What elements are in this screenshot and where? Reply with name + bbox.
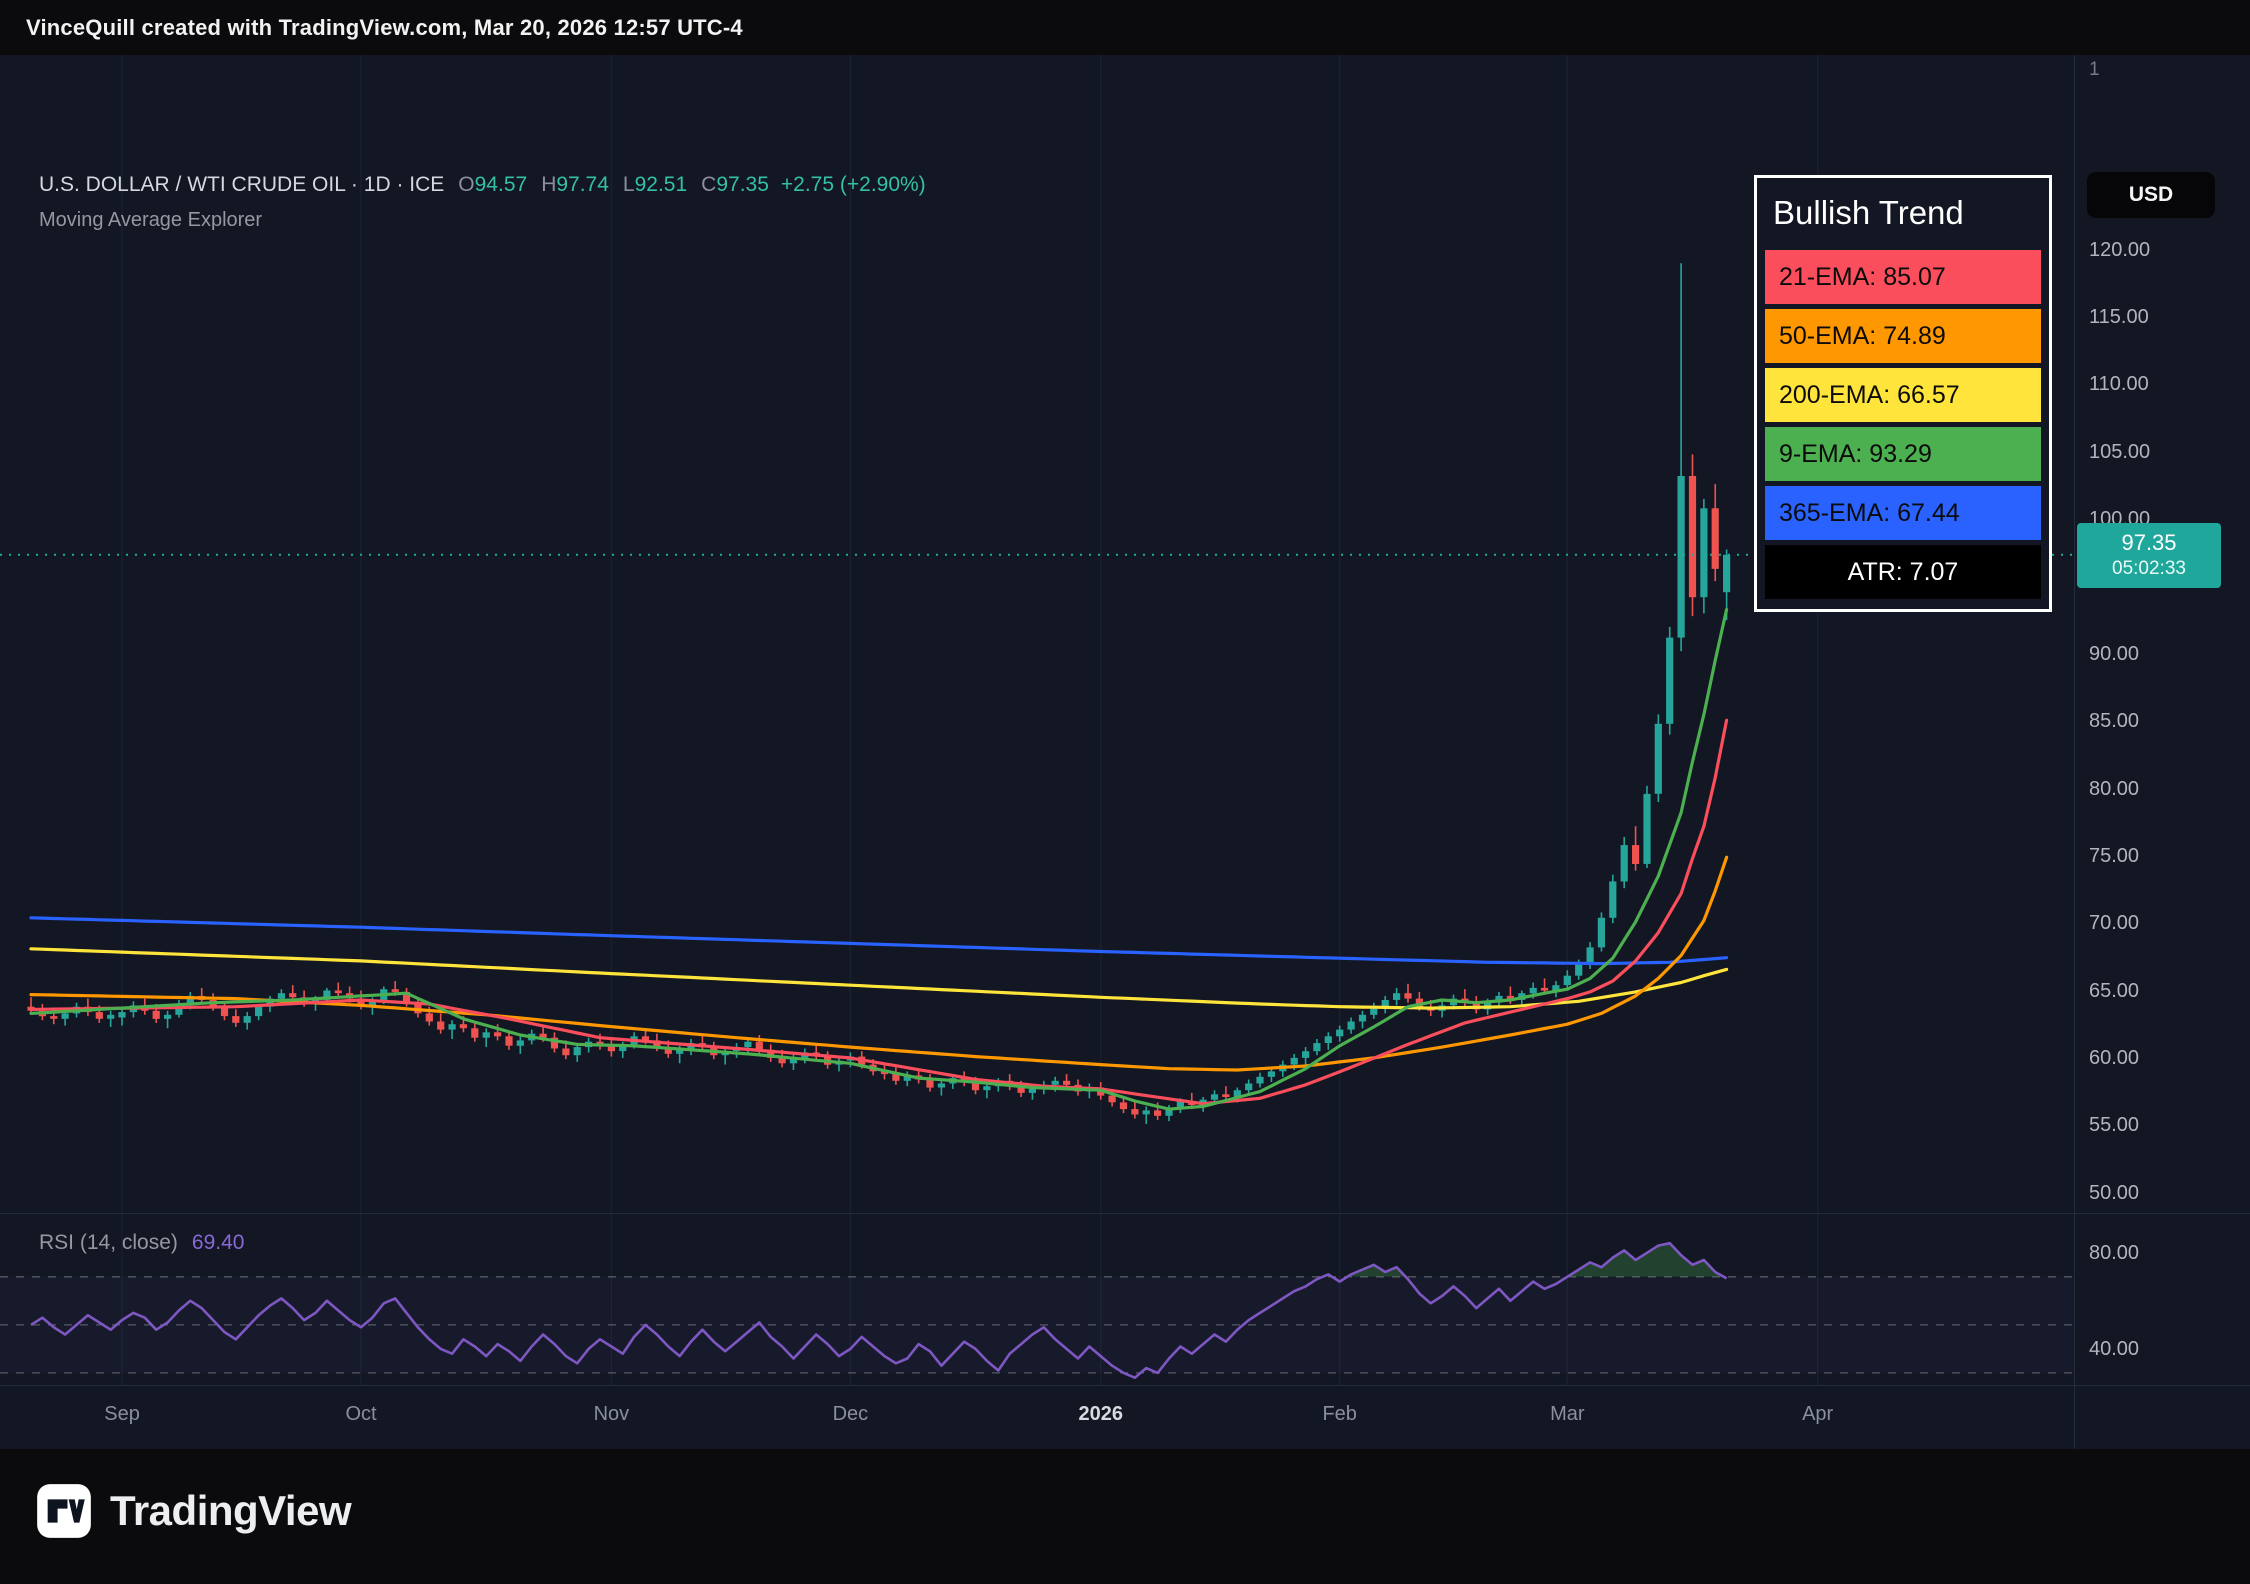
price-tick: 110.00 xyxy=(2089,373,2149,396)
legend-row-365ema: 365-EMA: 67.44 xyxy=(1765,486,2041,540)
chart-widget[interactable]: U.S. DOLLAR / WTI CRUDE OIL · 1D · ICE O9… xyxy=(0,55,2250,1449)
tradingview-logo[interactable]: TradingView xyxy=(36,1483,352,1539)
rsi-value: 69.40 xyxy=(191,1231,245,1254)
last-price-badge: 97.35 05:02:33 xyxy=(2077,522,2221,588)
price-tick: 115.00 xyxy=(2089,306,2149,329)
last-price: 97.35 xyxy=(2121,529,2177,555)
price-axis[interactable]: 1 USD 120.00 115.00 110.00 105.00 100.00 90.0… xyxy=(2074,55,2250,1449)
price-tick: 65.00 xyxy=(2089,979,2140,1002)
time-tick-dec: Dec xyxy=(832,1403,869,1425)
trend-status-label: Bullish Trend xyxy=(1773,194,1964,231)
bar-countdown: 05:02:33 xyxy=(2112,557,2186,579)
low-value: 92.51 xyxy=(634,173,688,196)
rsi-tick: 80.00 xyxy=(2089,1241,2140,1264)
rsi-pane[interactable] xyxy=(0,1213,2074,1385)
price-tick: 90.00 xyxy=(2089,642,2140,665)
indicator-name[interactable]: Moving Average Explorer xyxy=(39,209,263,231)
high-label: H xyxy=(541,173,557,196)
price-tick: 105.00 xyxy=(2089,440,2151,463)
symbol-title[interactable]: U.S. DOLLAR / WTI CRUDE OIL · 1D · ICE xyxy=(39,173,445,196)
time-tick-oct: Oct xyxy=(345,1403,377,1425)
time-tick-feb: Feb xyxy=(1322,1403,1357,1425)
open-label: O xyxy=(458,173,475,196)
rsi-tick: 40.00 xyxy=(2089,1337,2140,1360)
rsi-legend: RSI (14, close) 69.40 xyxy=(39,1231,244,1255)
time-tick-nov: Nov xyxy=(593,1403,630,1425)
legend-row-atr: ATR: 7.07 xyxy=(1765,545,2041,599)
time-tick-apr: Apr xyxy=(1802,1403,1834,1425)
price-tick: 60.00 xyxy=(2089,1046,2140,1069)
legend-row-9ema: 9-EMA: 93.29 xyxy=(1765,427,2041,481)
price-tick: 55.00 xyxy=(2089,1114,2140,1137)
symbol-legend: U.S. DOLLAR / WTI CRUDE OIL · 1D · ICE O9… xyxy=(39,173,926,232)
tradingview-wordmark: TradingView xyxy=(110,1487,352,1534)
attribution-bar: VinceQuill created with TradingView.com,… xyxy=(0,0,2250,55)
footer: TradingView xyxy=(0,1449,2250,1584)
time-tick-mar: Mar xyxy=(1550,1403,1585,1425)
price-tick: 120.00 xyxy=(2089,238,2151,261)
price-tick: 80.00 xyxy=(2089,777,2140,800)
legend-row-200ema: 200-EMA: 66.57 xyxy=(1765,368,2041,422)
tradingview-logo-icon xyxy=(37,1484,91,1538)
legend-row-50ema: 50-EMA: 74.89 xyxy=(1765,309,2041,363)
pane-index-marker: 1 xyxy=(2089,59,2100,80)
time-tick-sep: Sep xyxy=(104,1403,140,1425)
high-value: 97.74 xyxy=(556,173,609,196)
bullish-trend-panel: Bullish Trend 21-EMA: 85.07 50-EMA: 74.8… xyxy=(1754,175,2052,612)
price-tick: 85.00 xyxy=(2089,710,2140,733)
legend-row-21ema: 21-EMA: 85.07 xyxy=(1765,250,2041,304)
price-tick: 75.00 xyxy=(2089,844,2140,867)
time-tick-2026: 2026 xyxy=(1078,1403,1123,1425)
pane-divider[interactable] xyxy=(0,1213,2250,1214)
price-tick: 50.00 xyxy=(2089,1181,2140,1204)
price-tick: 70.00 xyxy=(2089,912,2140,935)
attribution-text: VinceQuill created with TradingView.com,… xyxy=(26,14,743,40)
pane-divider[interactable] xyxy=(0,1385,2250,1386)
open-value: 94.57 xyxy=(474,173,528,196)
close-value: 97.35 xyxy=(716,173,769,196)
main-price-pane[interactable] xyxy=(0,55,2074,1213)
change-value: +2.75 (+2.90%) xyxy=(780,173,926,196)
time-axis[interactable]: Sep Oct Nov Dec 2026 Feb Mar Apr xyxy=(0,1385,2250,1449)
close-label: C xyxy=(701,173,717,196)
currency-button[interactable]: USD xyxy=(2087,172,2215,218)
low-label: L xyxy=(622,173,635,196)
rsi-label[interactable]: RSI (14, close) xyxy=(39,1231,178,1254)
